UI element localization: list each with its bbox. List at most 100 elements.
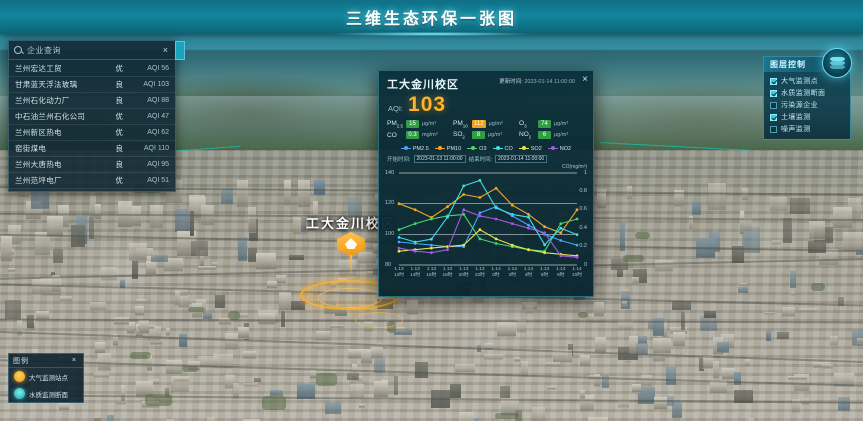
result-name: 甘肃蓝天浮法玻璃 [15,80,78,89]
result-value: 良 [115,96,124,105]
layer-checkbox[interactable] [770,113,777,121]
station-marker-icon[interactable] [337,232,365,277]
result-sub: AQI 103 [143,81,169,88]
station-detail-popup: 工大金川校区 更新时间: 2023-01-14 11:00:00 × AQI: … [378,70,594,297]
layer-item[interactable]: 土壤监测 [764,111,850,123]
panel-collapse-handle[interactable] [175,41,185,60]
pollutant-item: PM2.5 15 μg/m³ [387,120,453,128]
map-legend-title: 图例 [13,357,29,365]
chart-x-tick: 1.13 20时 [458,266,469,278]
date-range-controls: 开始时间: 2023-01-13 11:00:00 结束时间: 2023-01-… [379,154,593,165]
pollutant-unit: μg/m³ [554,121,569,128]
chart-x-tick: 1.13 14时 [410,266,421,278]
map-legend-item[interactable]: 水质监测断面 [9,385,83,402]
result-name: 兰州新区热电 [15,128,62,137]
layer-checkbox[interactable] [770,77,777,85]
chart-x-tick: 1.13 18时 [442,266,453,278]
chart-x-tick: 1.14 10时 [571,266,583,278]
start-time-input[interactable]: 2023-01-13 11:00:00 [413,154,466,163]
chart-y2-label: CO(mg/m³) [562,163,587,170]
search-result-item[interactable]: 兰州新区热电 优 AQI 62 [9,125,175,141]
legend-item[interactable]: PM10 [434,146,461,152]
layer-item[interactable]: 水质监测断面 [764,87,850,99]
chart-x-tick: 1.14 0时 [491,266,501,278]
chart-x-tick: 1.13 16时 [426,266,437,278]
result-name: 兰州石化动力厂 [15,96,70,105]
layer-checkbox[interactable] [770,89,777,97]
search-result-item[interactable]: 窑街煤电 良 AQI 110 [9,141,175,157]
search-clear-icon[interactable]: × [162,45,168,55]
chart-x-tick: 1.13 12时 [393,266,405,278]
layer-item[interactable]: 噪声监测 [764,123,850,135]
update-value: 2023-01-14 11:00:00 [524,79,575,85]
pollutant-row: PM2.5 15 μg/m³ PM10 112 μg/m³ O3 74 μg/m³ [387,120,585,128]
chart-y2-tick: 0.8 [579,187,587,194]
result-value: 良 [115,144,124,153]
chart-y-tick: 100 [385,230,395,237]
pollutant-unit: mg/m³ [422,132,438,139]
chart-x-tick: 1.14 6时 [539,266,550,278]
legend-item[interactable]: SO2 [518,145,542,152]
chart-y2-tick: 0.6 [579,206,587,213]
pollutant-trend-chart[interactable]: CO(mg/m³) 140 120 100 80 1 0.8 0.6 0.4 0.2 0 1.1… [383,163,589,283]
result-sub: AQI 47 [147,113,169,120]
search-bar[interactable]: 企业查询 × [9,41,185,60]
map-legend-panel: 图例 × 大气监测站点 水质监测断面 [8,353,84,403]
map-legend-item[interactable]: 大气监测站点 [9,368,83,385]
search-result-item[interactable]: 兰州宏达工贸 优 AQI 56 [9,61,175,77]
result-name: 窑街煤电 [15,144,47,153]
popup-title: 工大金川校区 [387,79,459,91]
pollutant-item: PM10 112 μg/m³ [453,120,519,128]
result-sub: AQI 95 [147,161,169,168]
popup-update-time: 更新时间: 2023-01-14 11:00:00 [499,77,575,85]
layer-checkbox[interactable] [770,125,777,133]
chart-y-tick: 80 [385,261,392,268]
search-result-item[interactable]: 甘肃蓝天浮法玻璃 良 AQI 103 [9,77,175,93]
map-site-label: 工大金川校区 [306,216,397,231]
map-legend-close-icon[interactable]: × [71,357,77,364]
popup-close-icon[interactable]: × [582,74,588,85]
chart-x-tick: 1.14 8时 [556,266,566,278]
result-sub: AQI 51 [147,177,169,184]
pollutant-value: 6 [538,131,551,140]
pollutant-value: 8 [472,131,485,140]
search-result-item[interactable]: 兰州石化动力厂 良 AQI 88 [9,93,175,109]
result-sub: AQI 62 [147,129,169,136]
end-time-input[interactable]: 2023-01-14 11:00:00 [495,154,548,163]
chart-y2-tick: 0 [583,261,587,268]
search-result-list: 兰州宏达工贸优 AQI 56 甘肃蓝天浮法玻璃良 AQI 103 兰州石化动力厂良 AQI… [9,60,175,191]
layer-item[interactable]: 大气监测点 [764,75,850,87]
pollutant-name: O3 [519,120,527,129]
legend-item[interactable]: CO [492,145,513,152]
layer-checkbox[interactable] [770,101,777,109]
result-name: 兰州大唐热电 [15,160,62,169]
legend-label: CO [504,145,513,152]
end-time-label: 结束时间: [468,156,493,163]
legend-item[interactable]: NO2 [547,146,571,152]
pollutant-name: SO2 [453,131,465,140]
legend-item[interactable]: PM2.5 [400,146,429,152]
result-value: 优 [115,112,124,121]
chart-svg [397,172,579,265]
layers-icon[interactable] [822,48,852,78]
aqi-display: AQI: 103 [379,93,593,117]
search-result-item[interactable]: 兰州大唐热电 良 AQI 95 [9,157,175,173]
result-value: 优 [115,176,124,185]
map-highlight-ring [355,312,403,328]
pollutant-unit: μg/m³ [422,121,437,128]
legend-item[interactable]: O3 [467,146,487,152]
legend-marker [400,146,411,151]
search-input[interactable]: 企业查询 [27,45,61,55]
aqi-value: 103 [408,93,447,116]
layer-item[interactable]: 污染源企业 [764,99,850,111]
search-result-item[interactable]: 中石油兰州石化公司 优 AQI 47 [9,109,175,125]
pollutant-value: 74 [538,120,551,129]
layer-label: 水质监测断面 [781,90,826,97]
legend-marker [518,146,529,151]
legend-label: SO2 [530,145,542,152]
map-legend-header: 图例 × [9,354,83,368]
layer-list: 大气监测点水质监测断面污染源企业 土壤监测 噪声监测 [764,72,850,139]
pollutant-name: PM2.5 [387,120,404,129]
search-result-item[interactable]: 兰州范坪电厂 优 AQI 51 [9,173,175,189]
